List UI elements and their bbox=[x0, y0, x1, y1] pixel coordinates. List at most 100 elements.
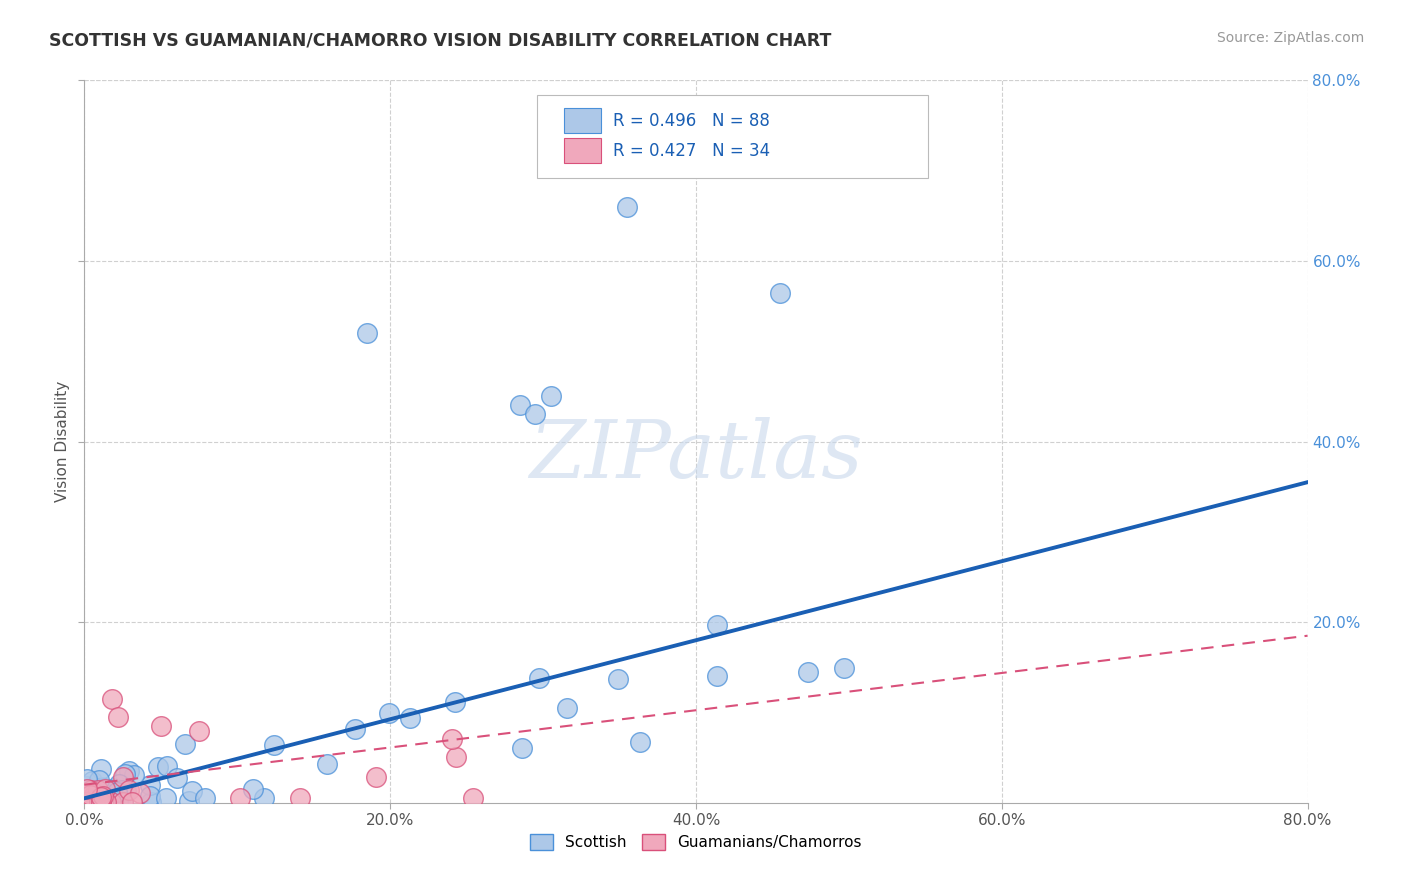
Point bbox=[446, 750, 468, 764]
Point bbox=[524, 408, 547, 422]
Point bbox=[87, 795, 110, 809]
Point bbox=[555, 701, 578, 715]
Point bbox=[87, 773, 110, 788]
Point bbox=[100, 795, 122, 809]
Point bbox=[79, 795, 101, 809]
Point bbox=[86, 794, 108, 808]
Point bbox=[89, 794, 111, 808]
Point bbox=[174, 737, 197, 751]
FancyBboxPatch shape bbox=[537, 95, 928, 178]
Point bbox=[104, 780, 127, 795]
Point bbox=[80, 795, 103, 809]
Point bbox=[93, 789, 115, 803]
Point bbox=[75, 795, 97, 809]
Point bbox=[540, 389, 562, 403]
Point bbox=[115, 784, 138, 798]
Point bbox=[94, 795, 117, 809]
Point bbox=[194, 791, 217, 805]
Point bbox=[80, 782, 103, 797]
Point bbox=[86, 795, 108, 809]
Point bbox=[79, 795, 101, 809]
Point bbox=[80, 773, 103, 788]
Point bbox=[101, 783, 124, 797]
Point bbox=[77, 795, 100, 809]
Point bbox=[94, 794, 117, 808]
Point bbox=[121, 795, 143, 809]
Bar bbox=[564, 138, 600, 163]
Point bbox=[628, 735, 651, 749]
Point bbox=[89, 795, 111, 809]
Point bbox=[706, 618, 728, 632]
Point bbox=[108, 793, 131, 807]
Point bbox=[86, 795, 108, 809]
Point bbox=[76, 782, 98, 797]
Point bbox=[77, 785, 100, 799]
Point bbox=[82, 795, 104, 809]
Point bbox=[166, 771, 188, 785]
Point bbox=[76, 772, 98, 786]
Point bbox=[75, 779, 97, 793]
Point bbox=[86, 794, 108, 808]
Point bbox=[110, 783, 132, 797]
Point bbox=[90, 795, 112, 809]
Point bbox=[118, 783, 141, 797]
Point bbox=[179, 793, 201, 807]
Point bbox=[253, 791, 276, 805]
Y-axis label: Vision Disability: Vision Disability bbox=[55, 381, 70, 502]
Point bbox=[155, 791, 177, 805]
Point bbox=[229, 791, 252, 805]
Point bbox=[108, 777, 131, 791]
Point bbox=[87, 783, 110, 797]
Point bbox=[242, 781, 264, 796]
Point bbox=[138, 789, 160, 803]
Point bbox=[443, 695, 465, 709]
Point bbox=[139, 778, 162, 792]
Point bbox=[84, 795, 107, 809]
Point bbox=[112, 795, 135, 809]
Point bbox=[93, 795, 115, 809]
Point bbox=[343, 722, 366, 736]
Point bbox=[146, 760, 169, 774]
Point bbox=[101, 692, 124, 706]
Point bbox=[89, 788, 111, 802]
Point bbox=[441, 732, 464, 747]
Point bbox=[96, 794, 118, 808]
Point bbox=[356, 326, 378, 340]
Point bbox=[832, 661, 855, 675]
Text: Source: ZipAtlas.com: Source: ZipAtlas.com bbox=[1216, 31, 1364, 45]
Point bbox=[90, 795, 112, 809]
Text: SCOTTISH VS GUAMANIAN/CHAMORRO VISION DISABILITY CORRELATION CHART: SCOTTISH VS GUAMANIAN/CHAMORRO VISION DI… bbox=[49, 31, 831, 49]
Point bbox=[104, 790, 127, 805]
Point bbox=[114, 766, 136, 780]
Point bbox=[75, 795, 97, 809]
Point bbox=[97, 783, 120, 797]
Point bbox=[90, 762, 112, 776]
Point bbox=[75, 795, 97, 809]
Point bbox=[107, 795, 129, 809]
Point bbox=[288, 791, 311, 805]
Point bbox=[607, 673, 630, 687]
Point bbox=[79, 788, 101, 802]
Text: R = 0.427   N = 34: R = 0.427 N = 34 bbox=[613, 142, 770, 160]
Point bbox=[83, 795, 105, 809]
Point bbox=[98, 789, 121, 803]
Point bbox=[93, 793, 115, 807]
Point bbox=[76, 794, 98, 808]
Point bbox=[180, 783, 202, 797]
Point bbox=[94, 782, 117, 797]
Point bbox=[90, 780, 112, 794]
Point bbox=[366, 770, 388, 784]
Point bbox=[510, 740, 533, 755]
Point bbox=[82, 785, 104, 799]
Point bbox=[111, 795, 134, 809]
Point bbox=[87, 795, 110, 809]
Point bbox=[398, 711, 420, 725]
Point bbox=[94, 784, 117, 798]
Point bbox=[509, 398, 531, 412]
Point bbox=[75, 793, 97, 807]
Point bbox=[80, 792, 103, 806]
Point bbox=[263, 738, 285, 752]
Point bbox=[118, 764, 141, 778]
Point bbox=[188, 723, 211, 738]
Point bbox=[527, 671, 550, 685]
